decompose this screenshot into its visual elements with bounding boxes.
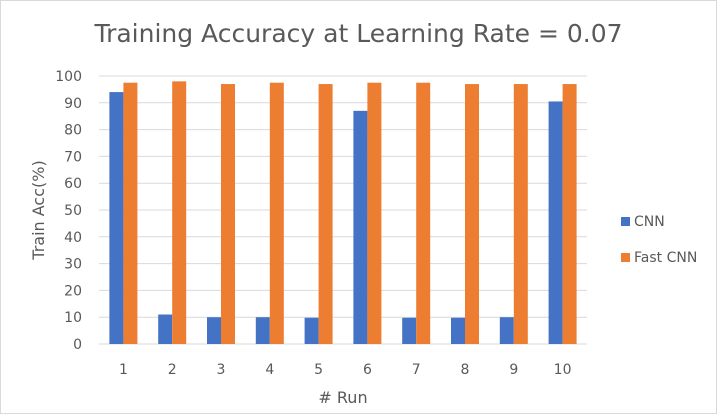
bar-fast-cnn-run-9 [513, 84, 528, 344]
y-axis-title: Train Acc(%) [29, 160, 48, 260]
bar-fast-cnn-run-4 [269, 82, 284, 344]
x-tick-label-3: 3 [217, 362, 226, 378]
legend: CNN Fast CNN [621, 214, 697, 266]
bar-fast-cnn-run-8 [465, 84, 479, 344]
bar-cnn-run-3 [207, 317, 221, 344]
legend-swatch-fast-cnn [621, 253, 630, 262]
x-tick-label-9: 9 [509, 362, 518, 378]
bar-cnn-run-4 [255, 317, 270, 344]
bar-cnn-run-10 [548, 101, 563, 345]
y-tick-label-5: 50 [64, 203, 82, 219]
bar-fast-cnn-run-5 [318, 84, 333, 344]
y-tick-label-9: 90 [64, 96, 82, 112]
y-tick-label-2: 20 [64, 283, 82, 299]
bar-cnn-run-7 [402, 317, 417, 344]
y-tick-label-4: 40 [64, 230, 82, 246]
bar-fast-cnn-run-7 [416, 82, 431, 344]
x-tick-label-8: 8 [461, 362, 470, 378]
bar-fast-cnn-run-2 [172, 81, 187, 345]
legend-label-cnn: CNN [634, 214, 665, 230]
x-tick-label-5: 5 [314, 362, 323, 378]
bar-cnn-run-2 [158, 314, 173, 344]
y-tick-label-6: 60 [64, 176, 82, 192]
x-tick-label-10: 10 [554, 362, 572, 378]
bar-fast-cnn-run-1 [123, 82, 138, 344]
legend-swatch-cnn [621, 217, 630, 226]
bar-fast-cnn-run-6 [367, 82, 382, 344]
bar-cnn-run-5 [304, 317, 319, 344]
x-tick-label-2: 2 [168, 362, 177, 378]
y-tick-label-1: 10 [64, 310, 82, 326]
x-axis-title: # Run [318, 388, 367, 407]
bar-cnn-run-1 [109, 92, 124, 344]
x-tick-label-7: 7 [412, 362, 421, 378]
bar-cnn-run-8 [451, 317, 465, 344]
y-tick-label-7: 70 [64, 149, 82, 165]
bar-fast-cnn-run-10 [562, 84, 577, 344]
chart-title: Training Accuracy at Learning Rate = 0.0… [94, 19, 623, 48]
bar-cnn-run-6 [353, 110, 368, 344]
y-tick-label-3: 30 [64, 257, 82, 273]
bars [109, 81, 577, 345]
bar-cnn-run-9 [499, 317, 514, 344]
tick-labels: 0 10 20 30 40 50 60 70 80 90 100 1 2 3 4 5 6 7 8 9 10 [55, 69, 571, 378]
bar-fast-cnn-run-3 [221, 84, 235, 344]
y-tick-label-8: 80 [64, 123, 82, 139]
x-tick-label-1: 1 [119, 362, 128, 378]
x-tick-label-4: 4 [265, 362, 274, 378]
y-tick-label-10: 100 [55, 69, 82, 85]
x-tick-label-6: 6 [363, 362, 372, 378]
y-tick-label-0: 0 [73, 337, 82, 353]
legend-label-fast-cnn: Fast CNN [634, 250, 697, 266]
